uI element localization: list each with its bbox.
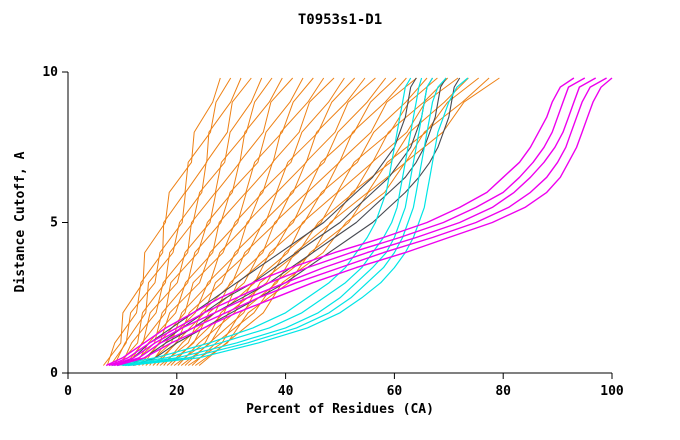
curve-gray-models-2 [122, 77, 433, 366]
curve-cyan-models-4 [125, 77, 447, 367]
x-tick-label: 100 [600, 384, 624, 399]
curve-magenta-models-2 [108, 77, 586, 367]
curve-gray-models-1 [116, 77, 417, 366]
curve-magenta-models-4 [113, 77, 607, 367]
curve-orange-models-3 [109, 77, 242, 366]
curve-orange-models-23 [180, 77, 449, 366]
curve-orange-models-16 [156, 77, 376, 366]
curve-orange-models-4 [113, 77, 252, 366]
curve-magenta-models-1 [105, 77, 575, 367]
curve-gray-models-3 [127, 77, 447, 366]
curve-orange-models-1 [103, 77, 221, 366]
curve-orange-models-17 [159, 77, 387, 366]
x-tick-label: 80 [495, 384, 511, 399]
curve-cyan-models-2 [116, 77, 423, 367]
curve-orange-models-28 [198, 77, 500, 366]
curve-orange-models-27 [195, 77, 490, 366]
model-curves [103, 77, 613, 367]
curve-cyan-models-3 [122, 77, 434, 367]
axes: 0 20 40 60 80 100 0 5 10 [42, 65, 624, 399]
curve-orange-models-15 [152, 77, 366, 366]
curve-orange-models-7 [124, 77, 283, 366]
curve-gray-models-4 [133, 77, 461, 367]
x-tick-label: 20 [169, 384, 185, 399]
x-tick-label: 40 [278, 384, 294, 399]
curve-orange-models-2 [106, 77, 232, 366]
x-tick-label: 0 [64, 384, 72, 399]
curve-magenta-models-5 [116, 77, 613, 367]
chart-title: T0953s1-D1 [298, 12, 382, 28]
x-axis-label: Percent of Residues (CA) [246, 402, 434, 417]
curve-orange-models-10 [135, 77, 314, 366]
y-tick-label: 10 [42, 65, 58, 80]
x-tick-label: 60 [387, 384, 403, 399]
curve-cyan-models-5 [127, 77, 469, 367]
curve-magenta-models-3 [111, 77, 597, 367]
curve-cyan-models-1 [111, 77, 412, 367]
y-tick-label: 5 [50, 216, 58, 231]
curve-orange-models-11 [138, 77, 325, 366]
y-tick-label: 0 [50, 366, 58, 381]
curve-orange-models-5 [117, 77, 263, 366]
curve-orange-models-9 [131, 77, 304, 366]
curve-orange-models-8 [127, 77, 294, 366]
y-axis-label: Distance Cutoff, A [13, 151, 28, 292]
